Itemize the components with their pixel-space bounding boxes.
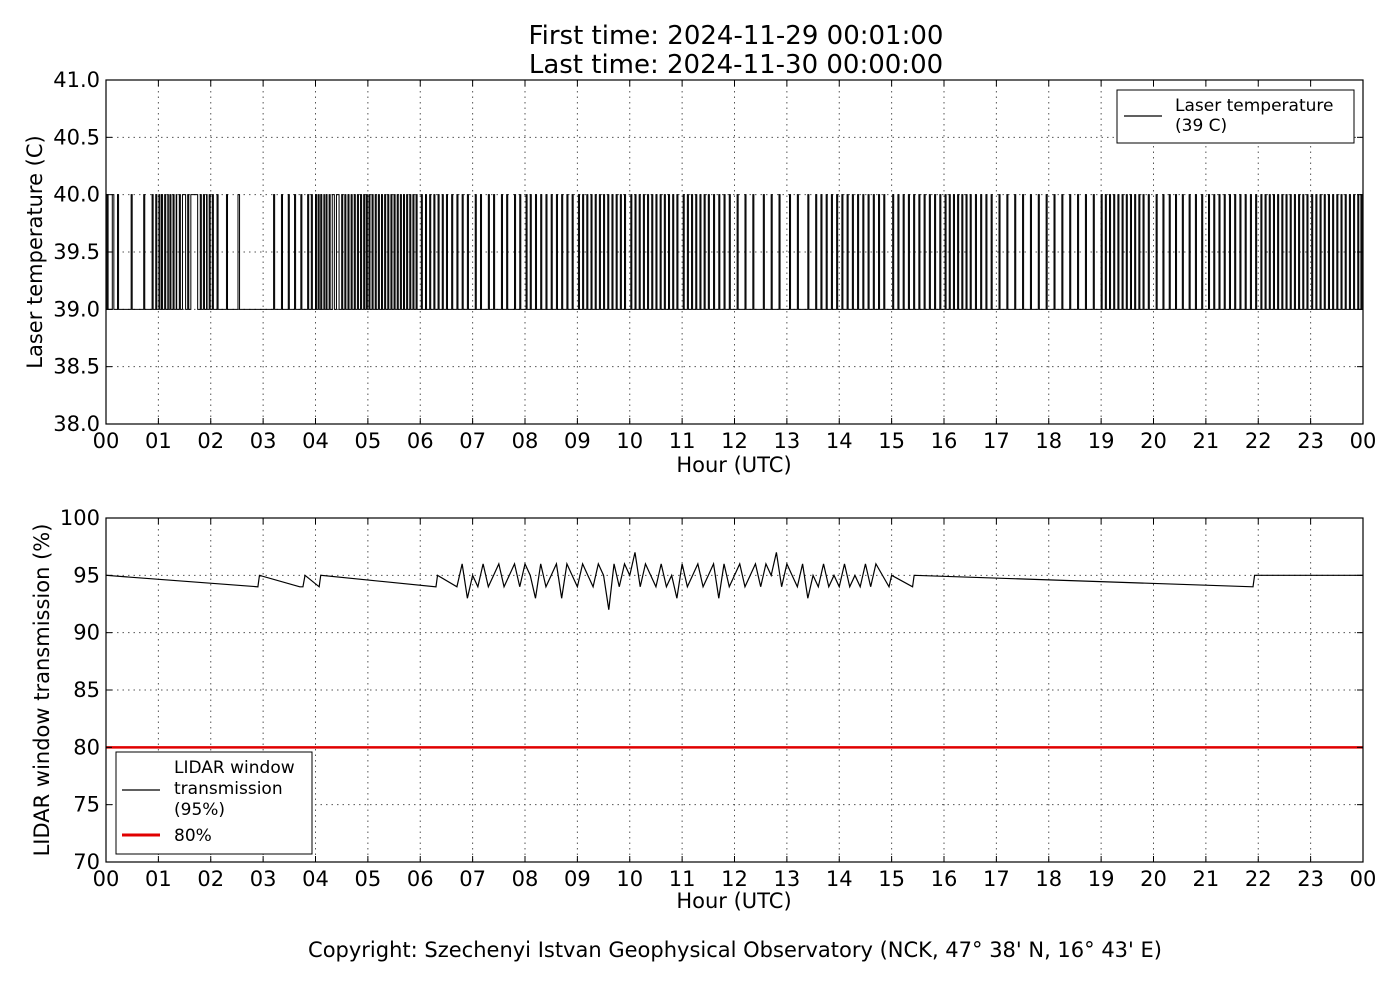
lidar-transmission-xtick-label: 12 [721,867,748,891]
laser-temperature-xtick-label: 16 [931,429,958,453]
laser-temperature-xtick-label: 06 [407,429,434,453]
lidar-transmission-xtick-label: 17 [983,867,1010,891]
laser-temperature-xtick-label: 19 [1088,429,1115,453]
lidar-transmission-ytick-label: 95 [73,563,100,587]
laser-temperature-xtick-label: 15 [878,429,905,453]
laser-temperature-chart: 00 01 02 03 04 05 06 07 08 09 10 11 12 13 14 15 16 17 18 19… [23,68,1376,477]
lidar-transmission-xtick-label: 01 [145,867,172,891]
lidar-transmission-xtick-label: 02 [197,867,224,891]
lidar-transmission-ytick-label: 100 [60,506,100,530]
lidar-transmission-ytick-label: 90 [73,621,100,645]
laser-temperature-xtick-label: 23 [1297,429,1324,453]
laser-temperature-xtick-label: 02 [197,429,224,453]
laser-temperature-xtick-label: 20 [1140,429,1167,453]
lidar-transmission-xtick-label: 22 [1245,867,1272,891]
lidar-transmission-xtick-label: 14 [826,867,853,891]
lidar-transmission-xlabel: Hour (UTC) [676,889,791,913]
lidar-transmission-xtick-label: 00 [93,867,120,891]
laser-temperature-ytick-label: 39.5 [53,240,100,264]
laser-temperature-ticks: 00 01 02 03 04 05 06 07 08 09 10 11 12 13 14 15 16 17 18 19… [53,68,1376,453]
laser-temperature-xtick-label: 22 [1245,429,1272,453]
lidar-transmission-legend-line2: transmission [174,779,283,799]
lidar-transmission-ytick-label: 85 [73,678,100,702]
laser-temperature-xtick-label: 10 [616,429,643,453]
lidar-transmission-ytick-label: 70 [73,850,100,874]
lidar-transmission-xtick-label: 11 [669,867,696,891]
lidar-transmission-xtick-label: 09 [564,867,591,891]
lidar-transmission-xtick-label: 21 [1193,867,1220,891]
lidar-transmission-ticks: 00 01 02 03 04 05 06 07 08 09 10 11 12 13 14 15 16 17 18 19… [60,506,1376,891]
lidar-transmission-xtick-label: 03 [250,867,277,891]
lidar-transmission-ytick-label: 80 [73,735,100,759]
lidar-transmission-legend-line3: (95%) [174,800,225,820]
laser-temperature-ytick-label: 40.0 [53,183,100,207]
lidar-transmission-xtick-label: 05 [355,867,382,891]
laser-temperature-xtick-label: 00 [93,429,120,453]
lidar-transmission-xtick-label: 08 [512,867,539,891]
lidar-transmission-ylabel: LIDAR window transmission (%) [30,524,54,857]
laser-temperature-xtick-label: 08 [512,429,539,453]
lidar-transmission-xtick-label: 20 [1140,867,1167,891]
lidar-transmission-legend-box [115,751,313,855]
lidar-transmission-chart: 00 01 02 03 04 05 06 07 08 09 10 11 12 13 14 15 16 17 18 19… [30,506,1376,913]
laser-temperature-xtick-label: 03 [250,429,277,453]
threshold-legend-label: 80% [174,826,212,846]
lidar-transmission-legend-line1: LIDAR window [174,758,295,778]
laser-temperature-ytick-label: 39.0 [53,297,100,321]
laser-temperature-xtick-label: 12 [721,429,748,453]
laser-temperature-ytick-label: 40.5 [53,125,100,149]
laser-temperature-xlabel: Hour (UTC) [676,453,791,477]
laser-temperature-ytick-label: 38.0 [53,412,100,436]
lidar-transmission-xtick-label: 04 [302,867,329,891]
laser-temperature-ytick-label: 41.0 [53,68,100,92]
laser-temperature-xtick-label: 01 [145,429,172,453]
lidar-transmission-xtick-label: 23 [1297,867,1324,891]
lidar-transmission-series [105,552,1363,749]
figure-title-line2: Last time: 2024-11-30 00:00:00 [529,50,943,80]
laser-temperature-xtick-label: 13 [774,429,801,453]
laser-temperature-xtick-label: 21 [1193,429,1220,453]
lidar-transmission-xtick-label: 16 [931,867,958,891]
laser-temperature-xtick-label: 04 [302,429,329,453]
lidar-transmission-legend: LIDAR window transmission (95%) 80% [115,751,313,855]
figure-title-line1: First time: 2024-11-29 00:01:00 [529,21,944,51]
lidar-transmission-xtick-label: 13 [774,867,801,891]
laser-temperature-xtick-label: 17 [983,429,1010,453]
copyright-footer: Copyright: Szechenyi Istvan Geophysical … [308,938,1162,962]
laser-temperature-xtick-label: 18 [1035,429,1062,453]
laser-temperature-xtick-label: 09 [564,429,591,453]
laser-temperature-line [106,194,1363,310]
laser-temperature-series [106,194,1363,310]
laser-temperature-xtick-label: 00 [1350,429,1377,453]
laser-temperature-ytick-label: 38.5 [53,355,100,379]
laser-temperature-legend-line1: Laser temperature [1175,96,1333,116]
lidar-transmission-xtick-label: 19 [1088,867,1115,891]
lidar-transmission-xtick-label: 07 [459,867,486,891]
laser-temperature-ylabel: Laser temperature (C) [23,135,47,368]
lidar-transmission-xtick-label: 00 [1350,867,1377,891]
laser-temperature-legend: Laser temperature (39 C) [1116,89,1355,144]
laser-temperature-legend-line2: (39 C) [1175,116,1227,136]
lidar-transmission-xtick-label: 06 [407,867,434,891]
laser-temperature-xtick-label: 11 [669,429,696,453]
lidar-transmission-ytick-label: 75 [73,793,100,817]
lidar-transmission-xtick-label: 15 [878,867,905,891]
laser-temperature-xtick-label: 05 [355,429,382,453]
lidar-transmission-line [105,552,1363,610]
laser-temperature-xtick-label: 07 [459,429,486,453]
lidar-transmission-xtick-label: 18 [1035,867,1062,891]
lidar-transmission-xtick-label: 10 [616,867,643,891]
laser-temperature-xtick-label: 14 [826,429,853,453]
